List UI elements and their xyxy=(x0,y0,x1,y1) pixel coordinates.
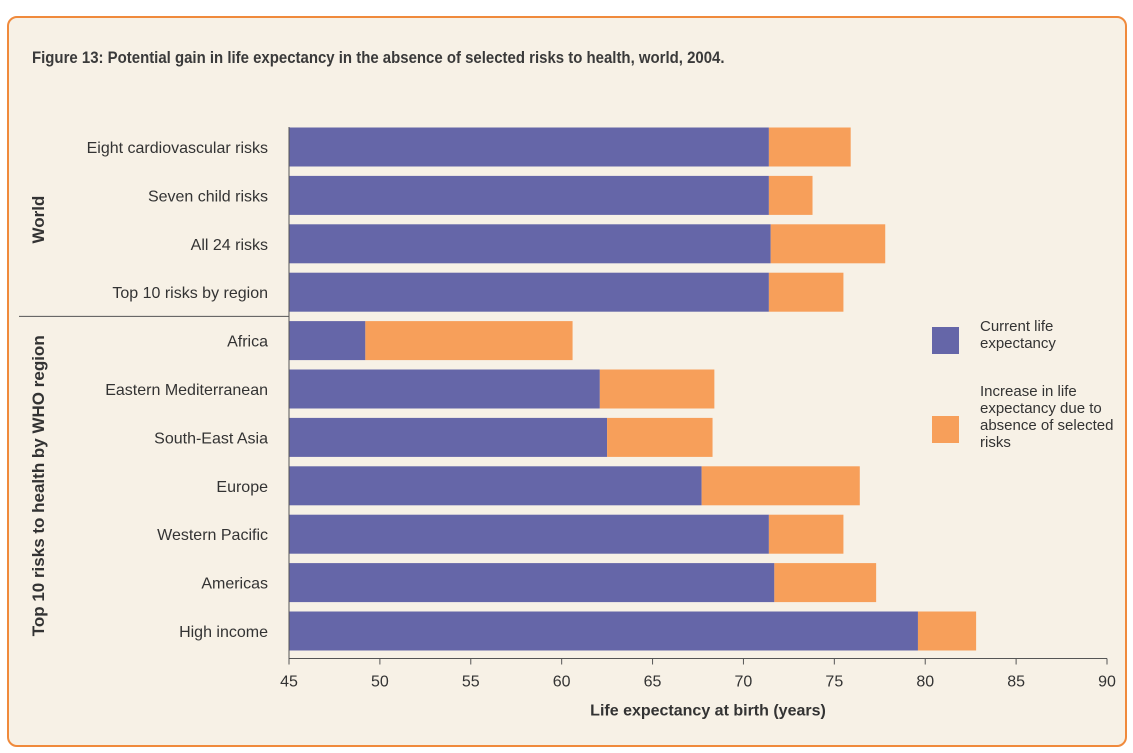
bar-increase-4 xyxy=(365,321,573,361)
bar-current-8 xyxy=(289,514,769,554)
category-labels: Eight cardiovascular risks Seven child ri… xyxy=(87,140,269,641)
bar-current-0 xyxy=(289,127,769,167)
category-label-9: Americas xyxy=(201,576,268,593)
x-tick-label-1: 50 xyxy=(371,674,389,691)
legend: Current life expectancy Increase in life ex… xyxy=(932,318,1113,451)
group-label-0: World xyxy=(29,196,48,244)
bar-increase-0 xyxy=(768,127,851,167)
bar-current-5 xyxy=(289,369,600,409)
category-label-8: Western Pacific xyxy=(157,527,268,544)
x-tick-label-4: 65 xyxy=(644,674,662,691)
x-tick-label-8: 85 xyxy=(1007,674,1025,691)
x-tick-label-5: 70 xyxy=(735,674,753,691)
bar-increase-10 xyxy=(917,611,977,651)
category-label-7: Europe xyxy=(216,479,268,496)
bar-increase-1 xyxy=(768,175,813,215)
category-label-0: Eight cardiovascular risks xyxy=(87,140,268,157)
legend-swatch-1 xyxy=(932,416,959,443)
x-tick-label-3: 60 xyxy=(553,674,571,691)
bar-current-7 xyxy=(289,466,702,506)
bar-increase-5 xyxy=(599,369,715,409)
bar-current-9 xyxy=(289,563,775,603)
bars-layer xyxy=(289,127,977,651)
bar-increase-3 xyxy=(768,272,844,312)
category-label-3: Top 10 risks by region xyxy=(112,285,268,302)
bar-current-1 xyxy=(289,175,769,215)
x-tick-label-0: 45 xyxy=(280,674,298,691)
group-labels: World Top 10 risks to health by WHO regio… xyxy=(29,196,48,637)
category-label-2: All 24 risks xyxy=(191,237,268,254)
group-label-1: Top 10 risks to health by WHO region xyxy=(29,335,48,636)
legend-label-0: Current life expectancy xyxy=(980,318,1056,352)
x-tick-label-7: 80 xyxy=(916,674,934,691)
x-axis-title: Life expectancy at birth (years) xyxy=(590,703,826,720)
category-label-6: South-East Asia xyxy=(154,430,268,447)
bar-current-4 xyxy=(289,321,366,361)
bar-increase-2 xyxy=(770,224,886,264)
x-tick-label-9: 90 xyxy=(1098,674,1116,691)
bar-current-3 xyxy=(289,272,769,312)
category-label-4: Africa xyxy=(227,334,268,351)
legend-label-1: Increase in life expectancy due to absence… xyxy=(980,383,1113,451)
ticks-layer: 45 50 55 60 65 70 75 80 85 90 xyxy=(280,658,1116,691)
bar-increase-9 xyxy=(774,563,877,603)
legend-swatch-0 xyxy=(932,327,959,354)
category-label-10: High income xyxy=(179,624,268,641)
axes-layer xyxy=(19,127,1107,659)
category-label-1: Seven child risks xyxy=(148,188,268,205)
category-label-5: Eastern Mediterranean xyxy=(105,382,268,399)
bar-current-2 xyxy=(289,224,771,264)
bar-current-6 xyxy=(289,417,608,457)
bar-increase-8 xyxy=(768,514,844,554)
bar-increase-6 xyxy=(607,417,713,457)
chart-title: Figure 13: Potential gain in life expect… xyxy=(32,48,725,67)
bar-increase-7 xyxy=(701,466,860,506)
bar-current-10 xyxy=(289,611,918,651)
x-tick-label-6: 75 xyxy=(825,674,843,691)
x-tick-label-2: 55 xyxy=(462,674,480,691)
